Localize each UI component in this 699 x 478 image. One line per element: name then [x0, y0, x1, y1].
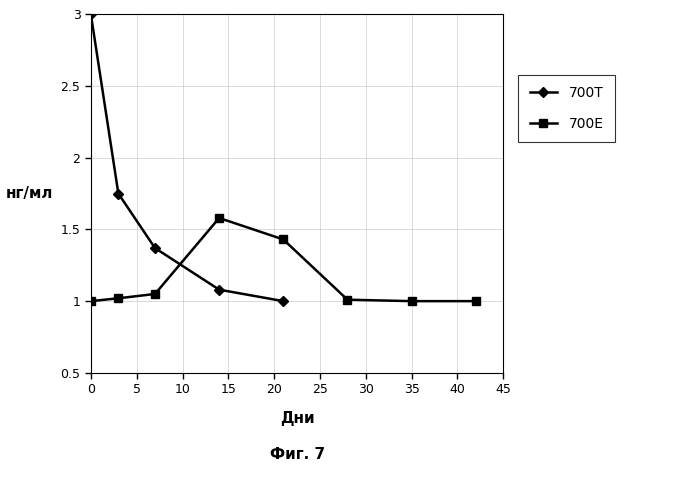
- 700E: [472, 298, 480, 304]
- Text: Дни: Дни: [280, 411, 315, 426]
- 700E: [114, 295, 122, 301]
- 700T: [279, 298, 287, 304]
- Text: Фиг. 7: Фиг. 7: [270, 447, 324, 462]
- Legend: 700T, 700E: 700T, 700E: [519, 75, 614, 142]
- 700E: [87, 298, 95, 304]
- 700E: [408, 298, 416, 304]
- 700T: [215, 287, 224, 293]
- Line: 700E: 700E: [87, 214, 480, 305]
- 700T: [87, 11, 95, 17]
- 700E: [343, 297, 352, 303]
- 700E: [151, 291, 159, 297]
- 700T: [151, 245, 159, 251]
- 700T: [114, 191, 122, 196]
- Y-axis label: нг/мл: нг/мл: [6, 186, 54, 201]
- 700E: [215, 215, 224, 221]
- 700E: [279, 237, 287, 242]
- Line: 700T: 700T: [87, 11, 287, 304]
